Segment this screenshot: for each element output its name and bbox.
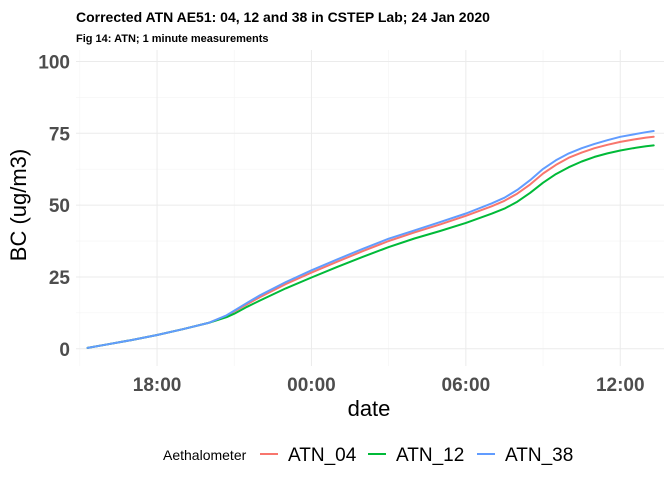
legend-label: ATN_12: [396, 445, 464, 466]
y-tick-label: 100: [38, 52, 70, 73]
x-tick-label: 00:00: [287, 375, 336, 396]
legend-title: Aethalometer: [163, 447, 247, 463]
legend-label: ATN_38: [505, 445, 573, 466]
series-line-atn-38: [86, 130, 655, 349]
x-tick-label: 18:00: [133, 375, 182, 396]
y-tick-labels: 0 25 50 75 100: [38, 52, 70, 360]
legend: Aethalometer ATN_04 ATN_12 ATN_38: [163, 445, 573, 466]
x-axis-title: date: [348, 396, 391, 421]
grid: [76, 50, 664, 366]
y-tick-label: 75: [49, 124, 71, 145]
series-lines: [86, 130, 655, 349]
chart-title: Corrected ATN AE51: 04, 12 and 38 in CST…: [76, 9, 490, 25]
y-tick-label: 0: [59, 340, 70, 361]
series-line-atn-04: [86, 135, 655, 349]
legend-label: ATN_04: [288, 445, 357, 466]
y-tick-label: 25: [49, 268, 71, 289]
x-tick-label: 12:00: [596, 375, 645, 396]
x-tick-label: 06:00: [442, 375, 491, 396]
chart-subtitle: Fig 14: ATN; 1 minute measurements: [76, 33, 269, 45]
y-axis-title: BC (ug/m3): [6, 149, 31, 261]
y-tick-label: 50: [49, 196, 70, 217]
x-tick-labels: 18:00 00:00 06:00 12:00: [133, 375, 645, 396]
